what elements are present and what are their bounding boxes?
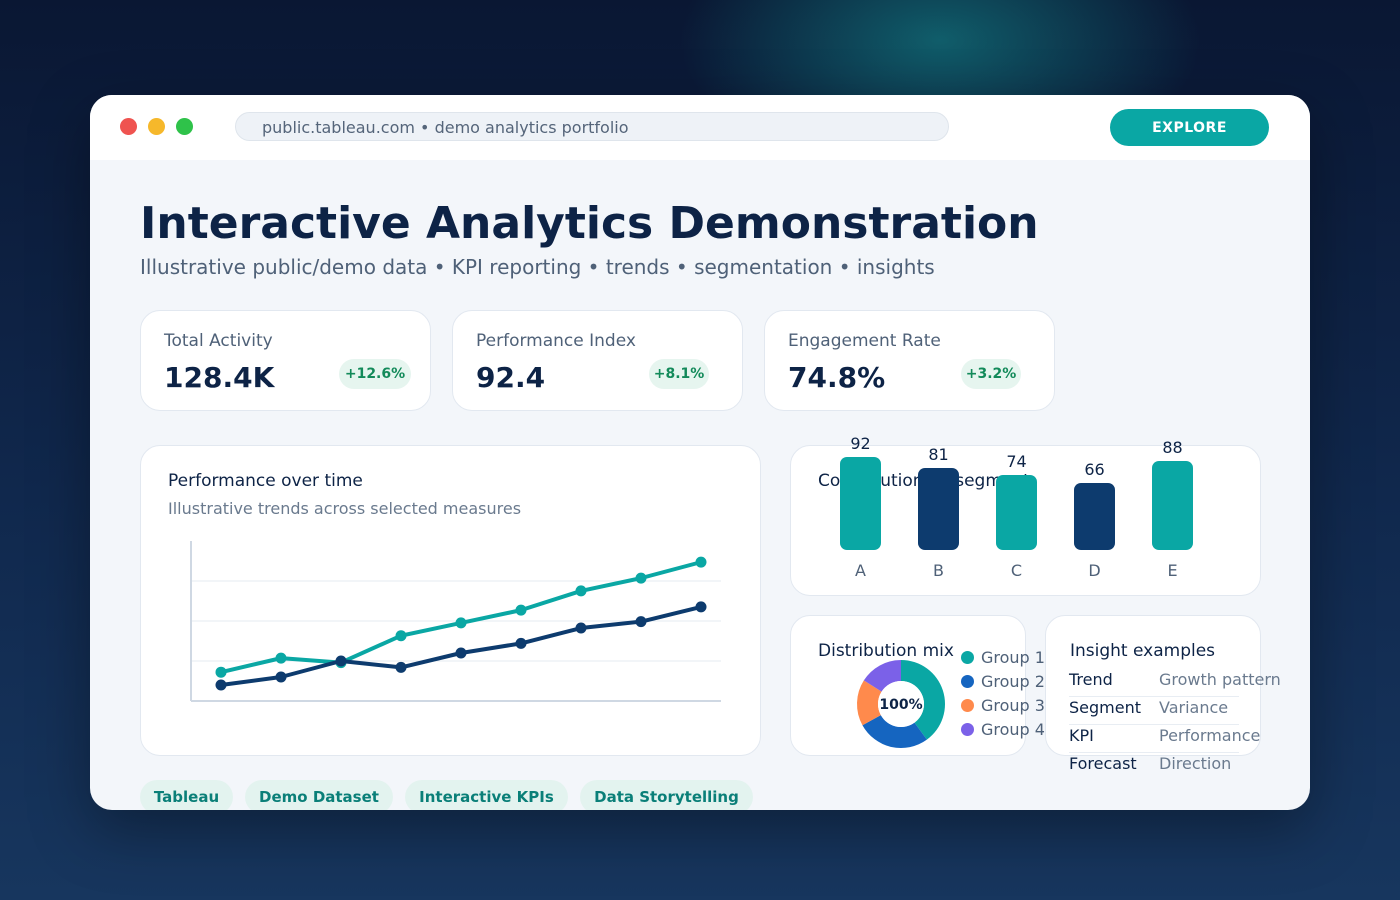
insight-value: Variance xyxy=(1159,698,1229,717)
kpi-card-performance-index[interactable]: Performance Index 92.4 +8.1% xyxy=(452,310,743,411)
insight-row: Segment Variance xyxy=(1069,696,1239,725)
data-point[interactable] xyxy=(395,630,407,642)
donut-slice-group-4[interactable] xyxy=(863,660,901,692)
page-title: Interactive Analytics Demonstration xyxy=(140,198,1039,249)
bar-c[interactable] xyxy=(996,475,1037,550)
data-point[interactable] xyxy=(455,617,467,629)
panel-title: Insight examples xyxy=(1070,641,1216,661)
legend-label: Group 2 xyxy=(981,672,1045,691)
legend-label: Group 4 xyxy=(981,720,1045,739)
bar-category-label: A xyxy=(855,561,866,580)
bar-value-label: 66 xyxy=(1084,460,1104,479)
data-point[interactable] xyxy=(215,666,227,678)
kpi-value: 128.4K xyxy=(164,361,275,394)
tag-chip[interactable]: Data Storytelling xyxy=(580,780,753,810)
bar-chart[interactable]: 92 A 81 B 74 C 66 D 88 E xyxy=(790,430,1260,590)
kpi-label: Performance Index xyxy=(476,331,636,351)
panel-title: Distribution mix xyxy=(818,641,954,661)
minimize-window-button[interactable] xyxy=(148,118,165,135)
data-point[interactable] xyxy=(335,655,347,667)
bar-value-label: 81 xyxy=(928,445,948,464)
tag-chip[interactable]: Interactive KPIs xyxy=(405,780,568,810)
donut-slice-group-1[interactable] xyxy=(901,660,945,740)
data-point[interactable] xyxy=(635,572,647,584)
insight-row: Trend Growth pattern xyxy=(1069,668,1281,697)
close-window-button[interactable] xyxy=(120,118,137,135)
kpi-card-total-activity[interactable]: Total Activity 128.4K +12.6% xyxy=(140,310,431,411)
tag-chip[interactable]: Tableau xyxy=(140,780,233,810)
maximize-window-button[interactable] xyxy=(176,118,193,135)
data-point[interactable] xyxy=(395,661,407,673)
legend-label: Group 1 xyxy=(981,648,1045,667)
performance-over-time-panel: Performance over time Illustrative trend… xyxy=(140,445,761,756)
data-point[interactable] xyxy=(695,601,707,613)
distribution-mix-panel: Distribution mix 100% Group 1 Group 2 Grou… xyxy=(790,615,1045,759)
bar-category-label: B xyxy=(933,561,944,580)
legend-swatch xyxy=(961,723,974,736)
donut-slice-group-2[interactable] xyxy=(862,715,927,748)
page-subtitle: Illustrative public/demo data • KPI repo… xyxy=(140,255,935,279)
insight-value: Direction xyxy=(1159,754,1232,773)
data-point[interactable] xyxy=(275,652,287,664)
data-point[interactable] xyxy=(575,622,587,634)
address-bar[interactable]: public.tableau.com • demo analytics port… xyxy=(235,112,949,141)
donut-center-label: 100% xyxy=(879,697,922,713)
kpi-value: 74.8% xyxy=(788,361,886,394)
data-point[interactable] xyxy=(635,616,647,628)
bar-d[interactable] xyxy=(1074,483,1115,550)
bar-category-label: D xyxy=(1088,561,1100,580)
data-point[interactable] xyxy=(275,671,287,683)
data-point[interactable] xyxy=(575,585,587,597)
line-chart[interactable] xyxy=(141,446,760,755)
title-bar: public.tableau.com • demo analytics port… xyxy=(90,95,1310,160)
insight-value: Growth pattern xyxy=(1159,670,1281,689)
bar-category-label: E xyxy=(1167,561,1177,580)
bar-value-label: 88 xyxy=(1162,438,1182,457)
bar-category-label: C xyxy=(1011,561,1022,580)
insight-value: Performance xyxy=(1159,726,1261,745)
kpi-change-badge: +8.1% xyxy=(649,359,709,389)
insight-key: Segment xyxy=(1069,698,1141,717)
legend-swatch xyxy=(961,699,974,712)
bar-value-label: 92 xyxy=(850,434,870,453)
legend-label: Group 3 xyxy=(981,696,1045,715)
donut-chart[interactable]: 100% xyxy=(846,649,956,759)
panel-subtitle: Illustrative trends across selected meas… xyxy=(168,499,522,518)
legend-swatch xyxy=(961,675,974,688)
browser-window: public.tableau.com • demo analytics port… xyxy=(90,95,1310,810)
legend-swatch xyxy=(961,651,974,664)
insight-key: Trend xyxy=(1069,670,1113,689)
explore-button[interactable]: EXPLORE xyxy=(1110,109,1269,146)
bar-b[interactable] xyxy=(918,468,959,550)
data-point[interactable] xyxy=(455,647,467,659)
bar-value-label: 74 xyxy=(1006,452,1026,471)
tag-chip[interactable]: Demo Dataset xyxy=(245,780,393,810)
data-point[interactable] xyxy=(515,637,527,649)
kpi-label: Engagement Rate xyxy=(788,331,941,351)
panel-title: Performance over time xyxy=(168,471,363,491)
data-point[interactable] xyxy=(695,556,707,568)
kpi-value: 92.4 xyxy=(476,361,546,394)
donut-slice-group-3[interactable] xyxy=(857,680,882,726)
insight-key: KPI xyxy=(1069,726,1094,745)
kpi-change-badge: +12.6% xyxy=(339,359,411,389)
data-point[interactable] xyxy=(515,604,527,616)
kpi-card-engagement-rate[interactable]: Engagement Rate 74.8% +3.2% xyxy=(764,310,1055,411)
kpi-label: Total Activity xyxy=(164,331,273,351)
bar-e[interactable] xyxy=(1152,461,1193,550)
bar-a[interactable] xyxy=(840,457,881,550)
insight-examples-panel: Insight examples Trend Growth pattern Se… xyxy=(1045,615,1281,773)
insight-row: KPI Performance xyxy=(1069,724,1260,753)
insight-row: Forecast Direction xyxy=(1069,752,1239,780)
insight-key: Forecast xyxy=(1069,754,1137,773)
data-point[interactable] xyxy=(215,679,227,691)
kpi-change-badge: +3.2% xyxy=(961,359,1021,389)
